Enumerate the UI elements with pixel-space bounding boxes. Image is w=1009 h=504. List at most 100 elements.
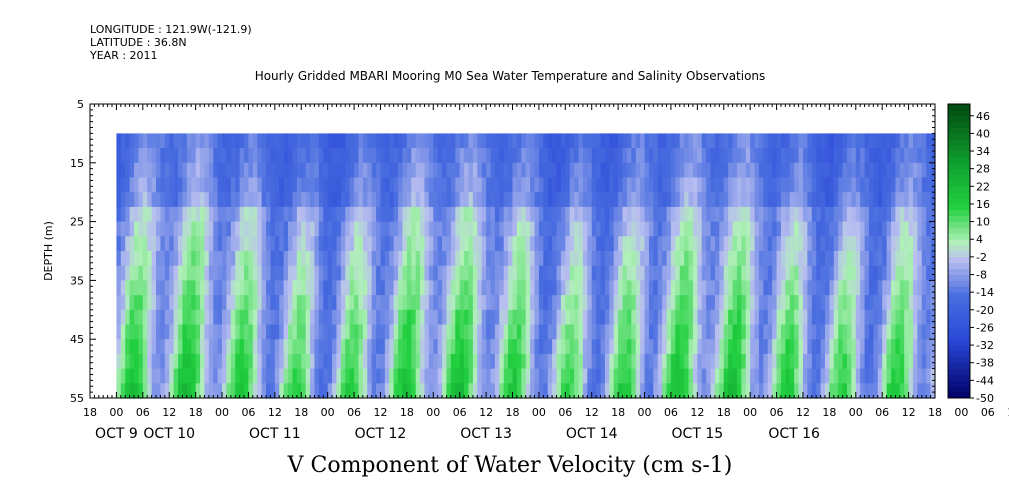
heat-cell [842,221,848,237]
heat-cell [587,192,593,208]
heat-cell [596,133,602,149]
heat-cell [736,177,742,193]
heat-cell [587,353,593,370]
colorbar-bin [948,203,970,211]
heat-cell [604,383,610,399]
heat-cell [125,265,131,281]
heat-cell [899,162,905,179]
heat-cell [723,368,729,384]
heat-cell [200,353,206,370]
heat-cell [525,177,531,193]
heat-cell [125,383,131,399]
heat-cell [613,192,619,208]
heat-cell [530,309,536,326]
heat-cell [147,368,153,384]
heat-cell [486,280,492,296]
heat-cell [345,162,351,179]
heat-cell [239,265,245,281]
heat-cell [710,192,716,208]
heat-cell [648,162,654,179]
heat-cell [244,251,250,267]
heat-cell [477,206,483,223]
heat-cell [252,162,258,179]
heat-cell [512,280,518,296]
heat-cell [728,251,734,267]
heat-cell [270,221,276,237]
heat-cell [239,280,245,296]
heat-cell [235,206,241,223]
heat-cell [494,192,500,208]
heat-cell [402,368,408,384]
heat-cell [618,339,624,355]
heat-cell [767,324,773,340]
heat-cell [657,368,663,384]
heat-cell [776,339,782,355]
heat-cell [362,177,368,193]
heat-cell [578,192,584,208]
heat-cell [398,280,404,296]
heat-cell [710,221,716,237]
heat-cell [582,265,588,281]
heat-cell [283,236,289,252]
heat-cell [345,383,351,399]
heat-cell [635,309,641,326]
heat-cell [574,265,580,281]
heat-cell [494,353,500,370]
heat-cell [380,162,386,179]
heat-cell [292,295,298,311]
heat-cell [754,265,760,281]
heat-cell [481,177,487,193]
heat-cell [917,162,923,179]
heat-cell [833,383,839,399]
heat-cell [301,383,307,399]
heat-cell [486,221,492,237]
heat-cell [569,206,575,223]
heat-cell [288,265,294,281]
heat-cell [384,265,390,281]
heat-cell [552,148,558,164]
heat-cell [279,295,285,311]
heat-cell [142,353,148,370]
heat-cell [609,295,615,311]
heat-cell [182,177,188,193]
heat-cell [846,280,852,296]
heat-cell [160,280,166,296]
heat-cell [547,324,553,340]
heat-cell [314,265,320,281]
heat-cell [472,206,478,223]
heat-cell [147,251,153,267]
heat-cell [318,148,324,164]
heat-cell [600,339,606,355]
heat-cell [890,280,896,296]
heat-cell [389,324,395,340]
heat-cell [670,309,676,326]
heat-cell [160,192,166,208]
heat-cell [670,192,676,208]
heat-cell [868,133,874,149]
heat-cell [494,295,500,311]
heat-cell [732,280,738,296]
heat-cell [899,309,905,326]
heat-cell [622,148,628,164]
heat-cell [305,251,311,267]
heat-cell [864,339,870,355]
heat-cell [204,280,210,296]
heat-cell [736,206,742,223]
heat-cell [552,133,558,149]
heat-cell [864,192,870,208]
heat-cell [811,192,817,208]
heat-cell [151,353,157,370]
heat-cell [288,192,294,208]
heat-cell [142,324,148,340]
heat-cell [886,148,892,164]
heat-cell [525,368,531,384]
heat-cell [204,265,210,281]
heat-cell [354,221,360,237]
heat-cell [151,309,157,326]
heat-cell [398,295,404,311]
heat-cell [156,133,162,149]
heat-cell [679,133,685,149]
heat-cell [182,339,188,355]
heat-cell [239,148,245,164]
heat-cell [679,251,685,267]
